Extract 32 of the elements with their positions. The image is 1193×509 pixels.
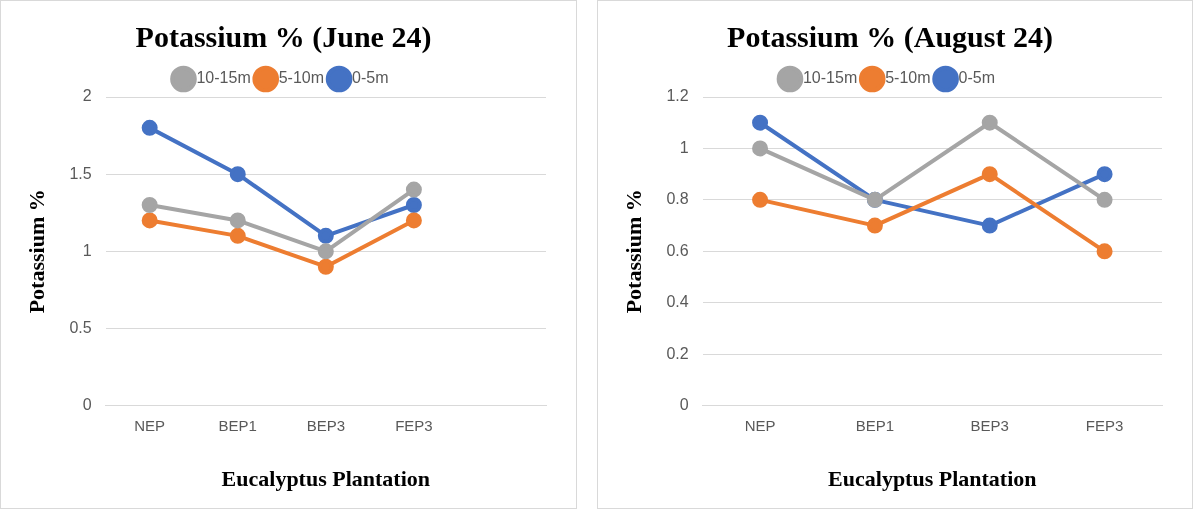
legend-label: 5-10m: [278, 69, 325, 87]
y-axis-title: Potassium %: [620, 189, 646, 314]
y-tick-label: 0: [679, 396, 689, 414]
y-tick-label: 0.5: [69, 318, 92, 336]
chart-title: Potassium % (June 24): [135, 19, 432, 54]
y-axis-title: Potassium %: [23, 189, 49, 314]
chart-title: Potassium % (August 24): [727, 19, 1053, 54]
y-tick-label: 1.2: [666, 87, 689, 105]
legend-label: 10-15m: [196, 69, 251, 87]
legend-label: 10-15m: [802, 69, 858, 87]
y-tick-label: 0.6: [666, 241, 689, 259]
y-tick-label: 1: [82, 241, 92, 259]
y-tick-label: 2: [82, 87, 92, 105]
y-tick-label: 1.5: [69, 164, 92, 182]
x-tick-label: BEP3: [306, 416, 345, 434]
y-tick-label: 0.4: [666, 293, 689, 311]
x-tick-label: BEP3: [970, 416, 1009, 434]
x-tick-label: FEP3: [1085, 416, 1124, 434]
x-tick-label: FEP3: [395, 416, 433, 434]
legend-label: 0-5m: [352, 69, 389, 87]
x-tick-label: BEP1: [855, 416, 895, 434]
legend-label: 5-10m: [885, 69, 931, 87]
x-axis-title: Eucalyptus Plantation: [828, 466, 1037, 492]
y-tick-label: 0.2: [666, 344, 689, 362]
legend-label: 0-5m: [958, 69, 996, 87]
y-tick-label: 1: [679, 138, 689, 156]
x-axis-title: Eucalyptus Plantation: [221, 466, 431, 492]
y-tick-label: 0.8: [666, 190, 689, 208]
x-tick-label: NEP: [744, 416, 776, 434]
y-tick-label: 0: [82, 396, 92, 414]
x-tick-label: BEP1: [218, 416, 257, 434]
x-tick-label: NEP: [134, 416, 166, 434]
